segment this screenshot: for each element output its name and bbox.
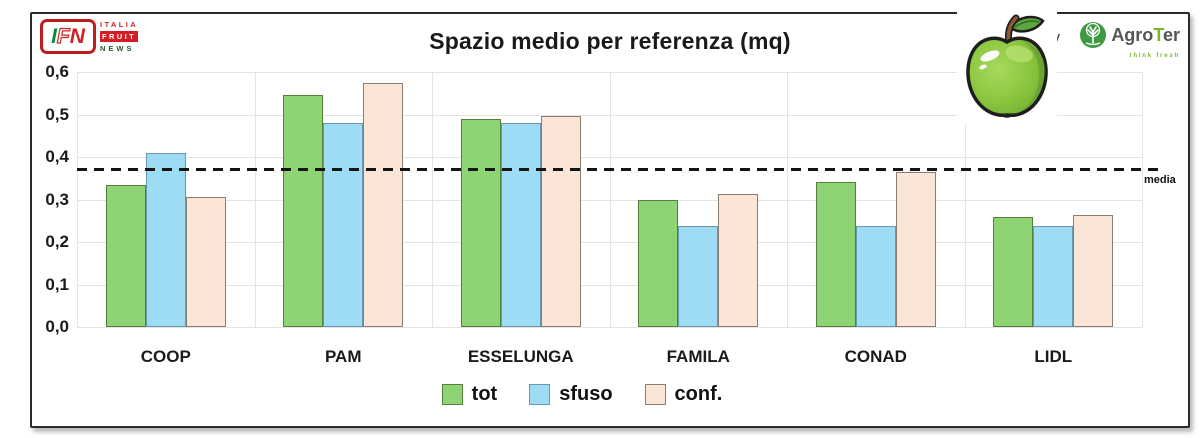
ifn-letter-n: N	[69, 25, 85, 48]
ifn-letter-f: F	[56, 25, 70, 48]
bar-tot-conad	[815, 181, 856, 327]
agroter-wordmark: AgroTer think fresh	[1111, 21, 1180, 59]
x-label-esselunga: ESSELUNGA	[467, 347, 574, 366]
gridline-h	[77, 72, 1142, 73]
bar-tot-lidl	[993, 217, 1034, 327]
bar-tot-famila	[638, 199, 679, 327]
bar-conf-conad	[895, 171, 936, 327]
bar-tot-esselunga	[460, 118, 501, 327]
x-label-lidl: LIDL	[1034, 347, 1073, 366]
bar-conf-esselunga	[540, 115, 581, 327]
bar-sfuso-pam	[323, 123, 364, 327]
plot-area: 0,0 0,1 0,2 0,3 0,4 0,5 0,6 COOP PAM ESSELUNGA FAM…	[45, 62, 1175, 366]
legend-swatch	[529, 384, 551, 405]
media-label: media	[1144, 174, 1176, 187]
y-tick-label: 0,4	[45, 147, 69, 166]
legend-swatch	[644, 384, 666, 405]
bar-sfuso-coop	[145, 152, 186, 327]
legend-label: conf.	[674, 383, 723, 405]
bar-sfuso-conad	[855, 225, 896, 327]
y-tick-label: 0,2	[45, 232, 69, 251]
gridline-v	[964, 72, 966, 327]
ifn-line-news: NEWS	[100, 44, 135, 53]
legend-swatch	[441, 384, 463, 405]
agroter-tagline: think fresh	[1129, 53, 1180, 59]
agroter-suffix: er	[1162, 25, 1180, 45]
ifn-line-italia: ITALIA	[100, 20, 139, 29]
gridline-h	[77, 114, 1142, 116]
legend-label: sfuso	[559, 383, 613, 405]
y-tick-label: 0,1	[45, 274, 69, 294]
bar-conf-lidl	[1073, 215, 1114, 327]
gridline-v	[609, 72, 611, 327]
x-label-coop: COOP	[140, 347, 191, 366]
legend: tot sfuso conf.	[32, 383, 1132, 406]
chart-title: Spazio medio per referenza (mq)	[429, 28, 791, 54]
x-label-conad: CONAD	[844, 347, 907, 366]
legend-item-sfuso: sfuso	[529, 383, 613, 406]
agroter-prefix: Agro	[1111, 25, 1154, 45]
gridline-h	[77, 157, 1142, 158]
legend-item-conf: conf.	[644, 383, 723, 406]
agroter-logo: AgroTer think fresh	[1079, 21, 1180, 59]
bar-tot-coop	[105, 184, 146, 327]
bar-conf-coop	[185, 196, 226, 327]
bar-sfuso-esselunga	[500, 123, 541, 327]
bar-tot-pam	[283, 95, 324, 327]
bar-sfuso-lidl	[1033, 225, 1074, 327]
apple-illustration	[957, 10, 1057, 124]
bar-sfuso-famila	[678, 225, 719, 327]
gridline-v	[787, 72, 788, 327]
agroter-accent: T	[1153, 25, 1163, 45]
x-label-famila: FAMILA	[666, 347, 730, 366]
ifn-wordmark: ITALIA FRUIT NEWS	[100, 20, 139, 53]
y-tick-label: 0,5	[45, 104, 69, 124]
x-label-pam: PAM	[324, 347, 362, 366]
y-tick-label: 0,0	[45, 317, 69, 336]
bar-conf-pam	[363, 82, 404, 327]
gridline-h	[77, 327, 1142, 328]
gridline-v	[1142, 72, 1143, 327]
agroter-tree-icon	[1079, 21, 1107, 54]
bar-conf-famila	[718, 193, 759, 327]
media-reference-line	[77, 168, 1164, 172]
legend-label: tot	[471, 383, 498, 405]
y-tick-label: 0,6	[45, 62, 69, 81]
ifn-line-fruit: FRUIT	[100, 31, 139, 42]
y-tick-label: 0,3	[45, 189, 69, 209]
ifn-letter-i: I	[51, 25, 57, 48]
legend-item-tot: tot	[441, 383, 498, 406]
